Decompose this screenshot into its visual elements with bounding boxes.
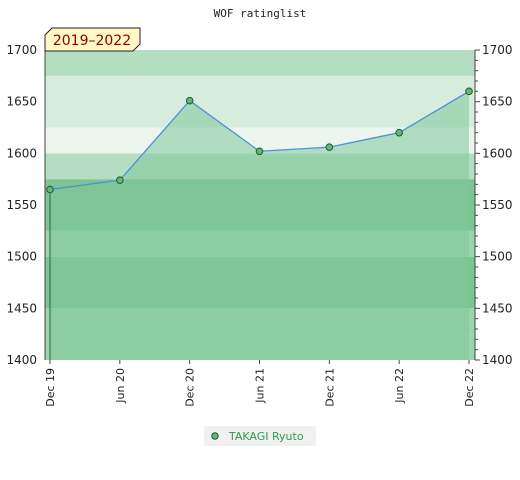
y-tick-label-right: 1500 (482, 250, 513, 264)
y-tick-label-right: 1700 (482, 43, 513, 57)
x-tick-label: Dec 21 (323, 368, 336, 407)
rating-area (50, 91, 469, 360)
y-tick-label-right: 1600 (482, 146, 513, 160)
y-tick-label-left: 1600 (6, 146, 37, 160)
y-tick-label-right: 1450 (482, 301, 513, 315)
data-point[interactable] (185, 96, 194, 105)
background-band (45, 50, 475, 76)
y-tick-label-left: 1650 (6, 95, 37, 109)
legend-label[interactable]: TAKAGI Ryuto (228, 430, 304, 443)
data-point[interactable] (255, 147, 264, 156)
legend-background (204, 426, 316, 446)
legend[interactable]: TAKAGI Ryuto (204, 426, 316, 446)
data-point[interactable] (46, 185, 54, 194)
legend-marker (211, 432, 219, 440)
data-point[interactable] (395, 128, 403, 137)
x-tick-label: Jun 20 (114, 368, 127, 404)
period-badge: 2019–2022 (44, 27, 141, 52)
data-point[interactable] (116, 176, 124, 184)
x-tick-label: Jun 22 (393, 368, 406, 404)
data-point[interactable] (465, 87, 473, 96)
axes: 1400 1400 1450 1450 1500 1500 1550 1550 1600 1600… (6, 43, 512, 407)
y-tick-label-right: 1550 (482, 198, 513, 212)
x-tick-label: Jun 21 (254, 368, 267, 404)
rating-markers (46, 87, 473, 194)
period-badge-shape (44, 27, 141, 52)
period-label: 2019–2022 (53, 33, 131, 49)
background-band (45, 101, 475, 128)
rating-area-fill (50, 91, 469, 360)
data-point[interactable] (325, 143, 334, 151)
y-tick-label-right: 1400 (482, 353, 513, 367)
background-band (45, 75, 475, 102)
y-tick-label-left: 1700 (6, 43, 37, 57)
chart-title: WOF ratinglist (214, 7, 307, 20)
y-tick-label-left: 1500 (6, 250, 37, 264)
y-tick-label-left: 1550 (6, 198, 37, 212)
x-tick-label: Dec 20 (184, 368, 197, 407)
x-tick-label: Dec 22 (463, 368, 476, 407)
x-tick-label: Dec 19 (44, 368, 57, 407)
y-tick-label-right: 1650 (482, 95, 513, 109)
y-tick-label-left: 1400 (6, 353, 37, 367)
y-tick-label-left: 1450 (6, 301, 37, 315)
